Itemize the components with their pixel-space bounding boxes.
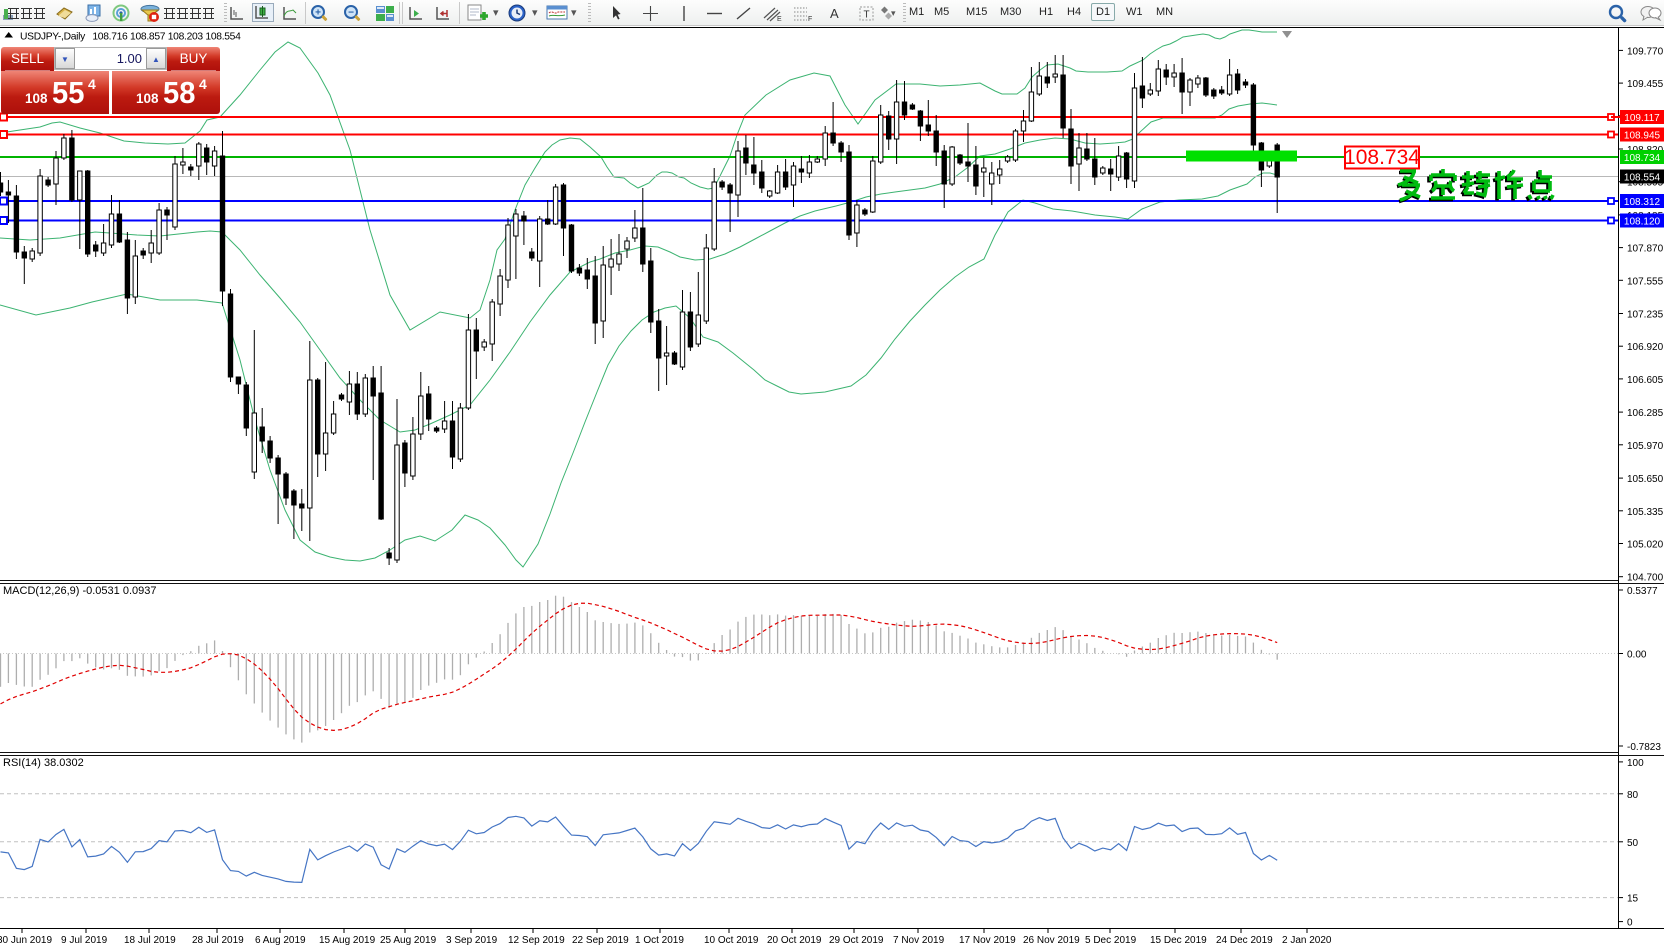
svg-text:10 Oct 2019: 10 Oct 2019 — [704, 935, 759, 946]
svg-text:108.734: 108.734 — [1344, 146, 1420, 169]
svg-text:-0.7823: -0.7823 — [1627, 742, 1661, 753]
svg-text:104.700: 104.700 — [1627, 573, 1664, 584]
svg-text:9 Jul 2019: 9 Jul 2019 — [61, 935, 108, 946]
svg-text:24 Dec 2019: 24 Dec 2019 — [1216, 935, 1273, 946]
svg-text:105.335: 105.335 — [1627, 507, 1664, 518]
svg-text:0.5377: 0.5377 — [1627, 586, 1658, 597]
svg-text:30 Jun 2019: 30 Jun 2019 — [0, 935, 52, 946]
svg-text:106.605: 106.605 — [1627, 375, 1664, 386]
svg-text:3 Sep 2019: 3 Sep 2019 — [446, 935, 498, 946]
svg-text:−: − — [348, 8, 354, 19]
svg-text:15: 15 — [1627, 894, 1639, 905]
svg-text:5 Dec 2019: 5 Dec 2019 — [1085, 935, 1137, 946]
svg-text:107.555: 107.555 — [1627, 276, 1664, 287]
svg-text:108.945: 108.945 — [1624, 131, 1661, 142]
svg-text:15 Dec 2019: 15 Dec 2019 — [1150, 935, 1207, 946]
svg-text:28 Jul 2019: 28 Jul 2019 — [192, 935, 244, 946]
svg-text:E: E — [777, 16, 782, 22]
svg-text:0.00: 0.00 — [1627, 650, 1647, 661]
svg-text:107.870: 107.870 — [1627, 244, 1664, 255]
svg-text:100: 100 — [1627, 758, 1644, 769]
svg-text:80: 80 — [1627, 790, 1639, 801]
svg-text:108.120: 108.120 — [1624, 217, 1661, 228]
svg-text:6 Aug 2019: 6 Aug 2019 — [255, 935, 306, 946]
svg-text:17 Nov 2019: 17 Nov 2019 — [959, 935, 1016, 946]
svg-text:USDJPY-,Daily 108.716 108.857: USDJPY-,Daily 108.716 108.857 108.203 10… — [20, 32, 241, 43]
svg-text:106.920: 106.920 — [1627, 342, 1664, 353]
svg-text:7 Nov 2019: 7 Nov 2019 — [893, 935, 945, 946]
svg-text:105.650: 105.650 — [1627, 474, 1664, 485]
svg-text:1 Oct 2019: 1 Oct 2019 — [635, 935, 684, 946]
svg-text:29 Oct 2019: 29 Oct 2019 — [829, 935, 884, 946]
svg-text:106.285: 106.285 — [1627, 408, 1664, 419]
svg-text:T: T — [863, 9, 869, 20]
svg-text:109.770: 109.770 — [1627, 46, 1664, 57]
svg-text:109.117: 109.117 — [1624, 113, 1660, 124]
svg-text:109.455: 109.455 — [1627, 79, 1664, 90]
svg-text:107.235: 107.235 — [1627, 310, 1664, 321]
svg-text:105.970: 105.970 — [1627, 441, 1664, 452]
svg-text:108.554: 108.554 — [1624, 173, 1661, 184]
svg-text:108.312: 108.312 — [1624, 197, 1661, 208]
svg-text:2 Jan 2020: 2 Jan 2020 — [1282, 935, 1332, 946]
svg-text:22 Sep 2019: 22 Sep 2019 — [572, 935, 629, 946]
svg-text:+: + — [315, 8, 321, 19]
svg-text:15 Aug 2019: 15 Aug 2019 — [319, 935, 376, 946]
svg-text:26 Nov 2019: 26 Nov 2019 — [1023, 935, 1080, 946]
svg-text:50: 50 — [1627, 838, 1639, 849]
svg-text:18 Jul 2019: 18 Jul 2019 — [124, 935, 176, 946]
svg-text:12 Sep 2019: 12 Sep 2019 — [508, 935, 565, 946]
svg-text:RSI(14) 38.0302: RSI(14) 38.0302 — [3, 757, 84, 769]
svg-text:108.734: 108.734 — [1624, 153, 1661, 164]
svg-text:0: 0 — [1627, 918, 1633, 929]
svg-text:105.020: 105.020 — [1627, 540, 1664, 551]
svg-text:F: F — [808, 16, 812, 22]
svg-text:MACD(12,26,9) -0.0531 0.0937: MACD(12,26,9) -0.0531 0.0937 — [3, 585, 156, 597]
svg-text:25 Aug 2019: 25 Aug 2019 — [380, 935, 437, 946]
svg-text:20 Oct 2019: 20 Oct 2019 — [767, 935, 822, 946]
